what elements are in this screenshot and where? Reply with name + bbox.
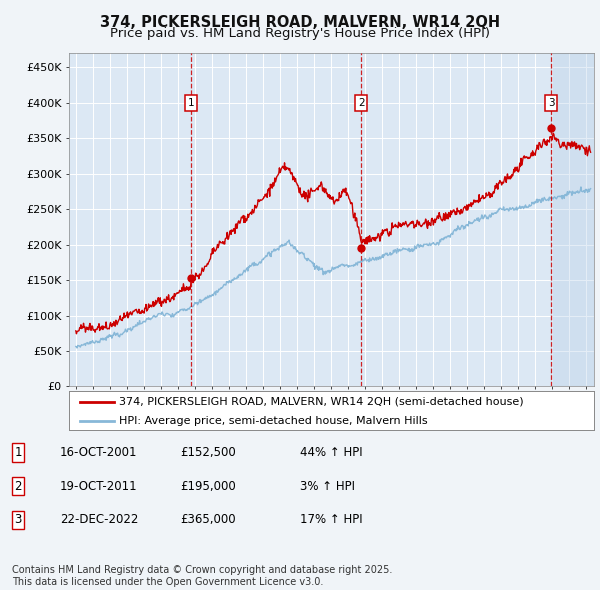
Text: 2: 2	[358, 98, 365, 108]
Text: Price paid vs. HM Land Registry's House Price Index (HPI): Price paid vs. HM Land Registry's House …	[110, 27, 490, 40]
Text: 19-OCT-2011: 19-OCT-2011	[60, 480, 137, 493]
Text: £365,000: £365,000	[180, 513, 236, 526]
Bar	[551, 53, 594, 386]
Text: 3: 3	[14, 513, 22, 526]
Text: £195,000: £195,000	[180, 480, 236, 493]
Text: 22-DEC-2022: 22-DEC-2022	[60, 513, 139, 526]
Text: 16-OCT-2001: 16-OCT-2001	[60, 446, 137, 459]
Text: 374, PICKERSLEIGH ROAD, MALVERN, WR14 2QH (semi-detached house): 374, PICKERSLEIGH ROAD, MALVERN, WR14 2Q…	[119, 397, 523, 407]
Text: 1: 1	[14, 446, 22, 459]
Text: 1: 1	[188, 98, 194, 108]
Text: 3: 3	[548, 98, 554, 108]
Text: Contains HM Land Registry data © Crown copyright and database right 2025.
This d: Contains HM Land Registry data © Crown c…	[12, 565, 392, 587]
Text: 44% ↑ HPI: 44% ↑ HPI	[300, 446, 362, 459]
Text: 2: 2	[14, 480, 22, 493]
Text: HPI: Average price, semi-detached house, Malvern Hills: HPI: Average price, semi-detached house,…	[119, 416, 427, 426]
Text: 3% ↑ HPI: 3% ↑ HPI	[300, 480, 355, 493]
Text: 17% ↑ HPI: 17% ↑ HPI	[300, 513, 362, 526]
Text: £152,500: £152,500	[180, 446, 236, 459]
Text: 374, PICKERSLEIGH ROAD, MALVERN, WR14 2QH: 374, PICKERSLEIGH ROAD, MALVERN, WR14 2Q…	[100, 15, 500, 30]
